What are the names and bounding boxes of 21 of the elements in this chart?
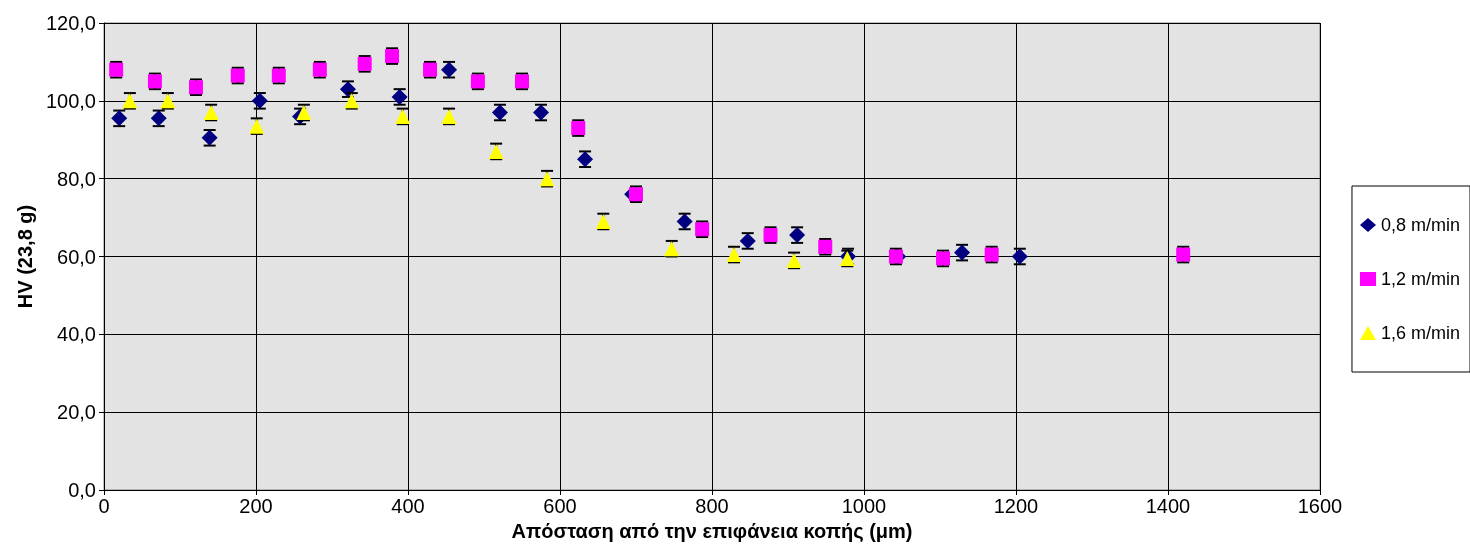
x-axis-title: Απόσταση από την επιφάνεια κοπής (μm) (511, 519, 913, 542)
y-axis-title: HV (23,8 g) (14, 204, 37, 309)
x-tick-label: 600 (543, 495, 577, 517)
y-tick-label: 120,0 (45, 12, 96, 34)
y-tick-label: 80,0 (57, 167, 96, 190)
y-tick-label: 60,0 (57, 245, 96, 268)
y-tick-label: 0,0 (68, 479, 96, 501)
x-tick-label: 1000 (841, 495, 887, 517)
legend-label: 1,6 m/min (1380, 323, 1461, 343)
legend-label: 1,2 m/min (1380, 269, 1461, 289)
y-tick-label: 20,0 (57, 401, 96, 424)
y-tick-label: 40,0 (57, 323, 96, 346)
x-tick-label: 400 (391, 495, 425, 517)
x-tick-label: 1600 (1297, 495, 1343, 517)
x-tick-label: 1400 (1145, 495, 1191, 517)
x-tick-label: 0 (98, 495, 110, 517)
x-tick-label: 200 (239, 495, 273, 517)
x-tick-label: 800 (695, 495, 729, 517)
legend-label: 0,8 m/min (1380, 215, 1461, 235)
y-tick-label: 100,0 (45, 89, 96, 112)
x-tick-label: 1200 (993, 495, 1039, 517)
